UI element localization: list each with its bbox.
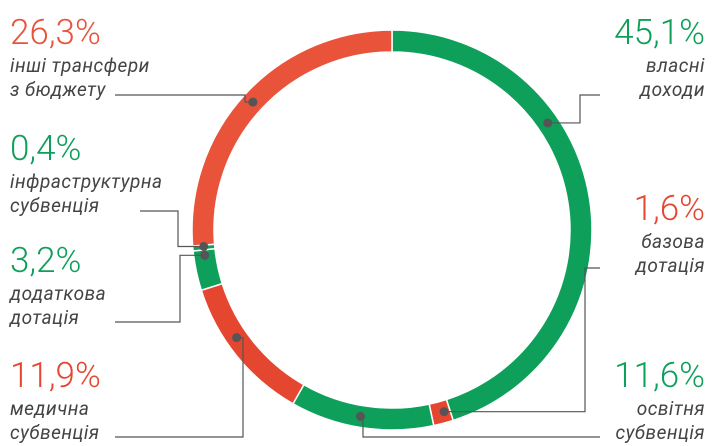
category-label: власні доходи (639, 54, 705, 101)
leader-line (444, 267, 600, 413)
leader-dot (543, 118, 553, 128)
leader-dot (232, 333, 242, 343)
label: 45,1% власні доходи (505, 12, 705, 102)
value-label: 1,6% (633, 188, 705, 229)
donut-segment (191, 29, 393, 247)
category-label: інфраструктурна субвенція (10, 170, 163, 217)
category-label: додаткова дотація (10, 282, 107, 329)
label: 3,2% додаткова дотація (10, 240, 210, 330)
value-label: 11,6% (614, 355, 705, 396)
leader-dot (248, 97, 258, 107)
value-label: 26,3% (10, 12, 101, 53)
leader-dot (439, 407, 449, 417)
category-label: інші трансфери з бюджету (10, 54, 150, 101)
label: 26,3% інші трансфери з бюджету (10, 12, 210, 102)
label: 11,9% медична субвенція (10, 355, 210, 445)
category-label: медична субвенція (10, 397, 100, 444)
value-label: 0,4% (10, 128, 82, 169)
label: 11,6% освітня субвенція (505, 355, 705, 445)
leader-dot (355, 411, 365, 421)
label: 0,4% інфраструктурна субвенція (10, 128, 210, 218)
category-label: базова дотація (635, 230, 705, 277)
leader-dot (200, 250, 210, 260)
value-label: 11,9% (10, 355, 101, 396)
value-label: 3,2% (10, 240, 82, 281)
leader-line (140, 210, 204, 248)
value-label: 45,1% (614, 12, 705, 53)
leader-dot (199, 241, 209, 251)
leader-line (547, 94, 600, 124)
leader-line (115, 254, 205, 323)
label: 1,6% базова дотація (505, 188, 705, 278)
donut-segment (200, 282, 305, 405)
category-label: освітня субвенція (615, 397, 705, 444)
